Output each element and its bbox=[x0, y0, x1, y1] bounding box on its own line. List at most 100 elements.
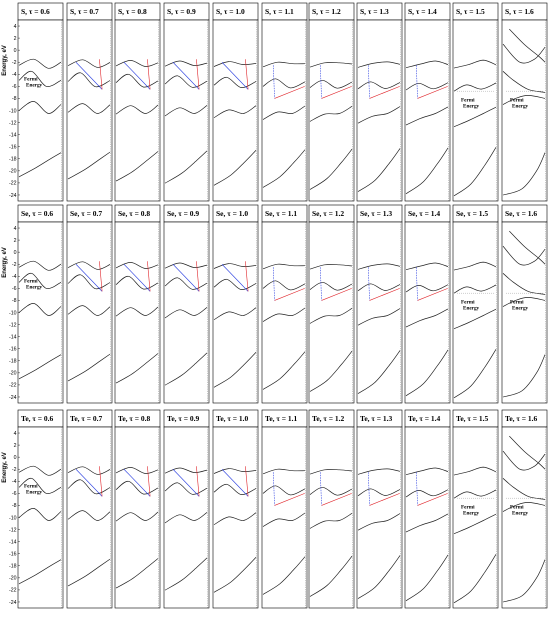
band-curve bbox=[262, 280, 306, 291]
panel-s-1: S, τ = 1.0 bbox=[212, 2, 259, 202]
transition-red bbox=[321, 86, 352, 99]
band-curve bbox=[213, 307, 257, 321]
band-curve bbox=[453, 554, 497, 604]
transition-blue bbox=[367, 267, 370, 301]
panel-frame bbox=[212, 221, 259, 404]
band-curve bbox=[164, 150, 208, 184]
panel-frame bbox=[114, 221, 161, 404]
transition-red bbox=[274, 493, 305, 506]
transition-red bbox=[99, 466, 103, 497]
y-tick-label: 2 bbox=[14, 443, 17, 449]
panel-se-0-9: Se, τ = 0.9 bbox=[163, 204, 210, 404]
panel-title: S, τ = 1.6 bbox=[505, 7, 534, 16]
band-curve bbox=[453, 147, 497, 197]
panel-frame bbox=[212, 426, 259, 609]
y-tick-label: -8 bbox=[12, 298, 17, 304]
panel-title: Se, τ = 1.2 bbox=[312, 209, 344, 218]
y-tick-label: -16 bbox=[9, 145, 17, 151]
band-curve bbox=[67, 466, 111, 475]
band-curve bbox=[453, 284, 497, 294]
band-curve bbox=[453, 308, 497, 330]
fermi-label: Fermi bbox=[24, 278, 38, 284]
panel-title: Se, τ = 1.0 bbox=[216, 209, 248, 218]
y-tick-label: 4 bbox=[14, 24, 17, 30]
band-curve bbox=[453, 261, 497, 271]
band-curve bbox=[18, 477, 62, 494]
band-curve bbox=[164, 482, 208, 495]
band-curve bbox=[18, 70, 62, 87]
panel-frame bbox=[308, 19, 355, 202]
band-curve bbox=[309, 486, 353, 496]
y-tick-label: -10 bbox=[9, 108, 17, 114]
panel-frame bbox=[261, 426, 308, 609]
band-curve bbox=[357, 283, 401, 292]
panel-frame bbox=[452, 19, 499, 202]
panel-frame bbox=[66, 19, 113, 202]
y-tick-label: -18 bbox=[9, 157, 17, 163]
transition-blue bbox=[221, 469, 249, 497]
band-curve bbox=[309, 350, 353, 392]
y-tick-label: -6 bbox=[12, 491, 17, 497]
transition-blue bbox=[172, 469, 200, 497]
band-curve bbox=[309, 148, 353, 190]
transition-red bbox=[196, 59, 200, 90]
band-curve bbox=[164, 512, 208, 524]
band-curve bbox=[164, 60, 208, 67]
transition-red bbox=[147, 466, 151, 497]
band-curve bbox=[67, 261, 111, 270]
band-curve bbox=[164, 557, 208, 591]
band-curve bbox=[18, 508, 62, 521]
band-curve bbox=[453, 59, 497, 69]
y-tick-label: -24 bbox=[9, 395, 17, 401]
fermi-label: Energy bbox=[26, 489, 43, 495]
band-curve bbox=[213, 468, 257, 474]
band-curve bbox=[405, 284, 449, 293]
band-curve bbox=[405, 308, 449, 328]
band-curve bbox=[115, 480, 159, 495]
band-curve bbox=[164, 105, 208, 117]
transition-blue bbox=[172, 264, 200, 292]
band-curve bbox=[115, 73, 159, 88]
band-curve bbox=[67, 274, 111, 290]
transition-blue bbox=[123, 469, 151, 497]
fermi-label: Fermi bbox=[24, 483, 38, 489]
band-curve bbox=[405, 60, 449, 69]
band-curve bbox=[502, 502, 546, 512]
panel-s-1-1: S, τ = 1.1 bbox=[261, 2, 308, 202]
band-curve bbox=[309, 264, 353, 270]
band-curve bbox=[18, 101, 62, 114]
fermi-label: Fermi bbox=[510, 504, 524, 510]
panel-title: S, τ = 1.0 bbox=[216, 7, 245, 16]
transition-red bbox=[245, 59, 249, 90]
transition-red bbox=[196, 466, 200, 497]
fermi-label: Energy bbox=[512, 305, 529, 311]
band-curve bbox=[115, 467, 159, 474]
panel-title: Te, τ = 1.4 bbox=[408, 414, 440, 423]
panel-title: Te, τ = 1.1 bbox=[265, 414, 297, 423]
band-curve bbox=[164, 277, 208, 290]
band-curve bbox=[405, 147, 449, 195]
y-tick-label: -6 bbox=[12, 84, 17, 90]
band-curve bbox=[115, 275, 159, 290]
band-curve bbox=[453, 513, 497, 535]
panel-title: Te, τ = 1.3 bbox=[360, 414, 392, 423]
band-curve bbox=[405, 467, 449, 476]
panel-frame bbox=[66, 221, 113, 404]
band-curve bbox=[67, 72, 111, 88]
band-curve bbox=[357, 106, 401, 124]
panel-frame bbox=[452, 426, 499, 609]
y-tick-label: -14 bbox=[9, 539, 17, 545]
y-tick-label: -24 bbox=[9, 193, 17, 199]
band-curve bbox=[262, 78, 306, 89]
transition-red bbox=[274, 86, 305, 99]
band-curve bbox=[453, 82, 497, 92]
band-curve bbox=[67, 558, 111, 587]
transition-red bbox=[99, 261, 103, 292]
band-curve bbox=[309, 307, 353, 324]
panel-te-1-4: Te, τ = 1.4 bbox=[404, 409, 451, 609]
transition-red bbox=[369, 288, 400, 301]
fermi-label: Fermi bbox=[461, 299, 475, 305]
